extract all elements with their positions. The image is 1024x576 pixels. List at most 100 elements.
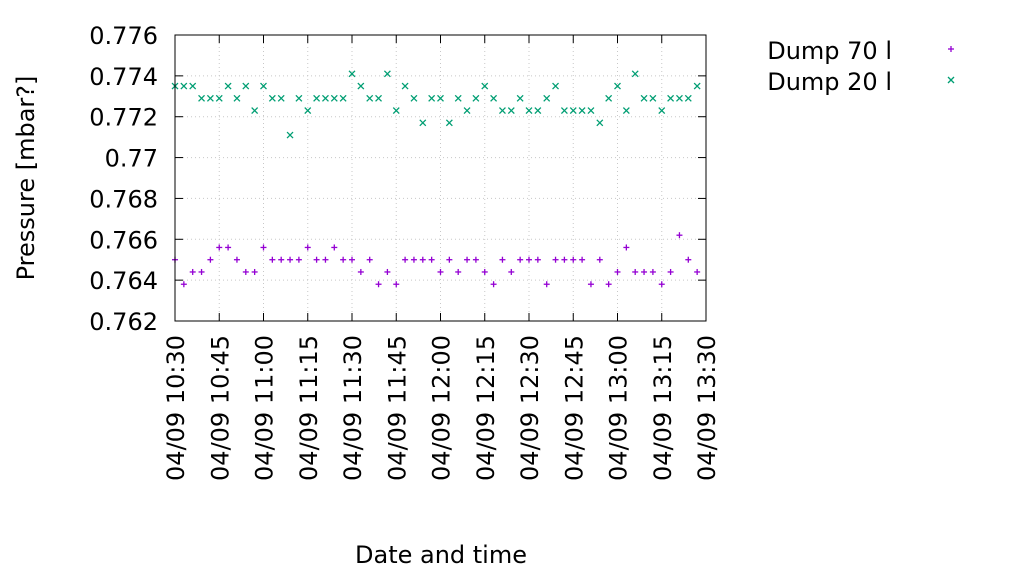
x-tick-label: 04/09 11:00 (251, 335, 279, 481)
dump-20-point (649, 94, 657, 102)
dump-70-point (587, 281, 594, 288)
dump-20-point (242, 82, 250, 90)
dump-20-point (578, 107, 586, 115)
dump-20-point (286, 131, 294, 139)
dump-70-point (322, 256, 329, 263)
dump-70-point (269, 256, 276, 263)
legend-plus-icon (948, 46, 954, 52)
x-tick-label: 04/09 13:30 (693, 335, 721, 481)
x-tick-label: 04/09 12:00 (428, 335, 456, 481)
dump-70-point (340, 256, 347, 263)
dump-20-point (321, 94, 329, 102)
dump-70-point (384, 268, 391, 275)
dump-70-point (287, 256, 294, 263)
y-tick-label: 0.766 (89, 226, 158, 254)
dump-70-point (437, 268, 444, 275)
dump-20-point (596, 119, 604, 127)
dump-20-point (631, 70, 639, 78)
dump-70-point (614, 268, 621, 275)
dump-70-point (685, 256, 692, 263)
x-tick-label: 04/09 12:45 (560, 335, 588, 481)
y-tick-label: 0.768 (89, 185, 158, 213)
dump-20-point (525, 107, 533, 115)
dump-70-point (278, 256, 285, 263)
dump-70-point (260, 244, 267, 251)
dump-70-point (419, 256, 426, 263)
dump-20-point (667, 94, 675, 102)
dump-20-point (401, 82, 409, 90)
dump-70-point (552, 256, 559, 263)
x-tick-label: 04/09 13:00 (605, 335, 633, 481)
x-tick-labels: 04/09 10:30 04/09 10:45 04/09 11:00 04/09 1… (162, 335, 721, 481)
dump-70-point (180, 281, 187, 288)
dump-70-point (349, 256, 355, 263)
dump-20-point (507, 107, 515, 115)
dump-20-point (206, 94, 214, 102)
dump-20-point (560, 107, 568, 115)
axis-ticks (174, 34, 707, 322)
y-tick-labels: 0.762 0.764 0.766 0.768 0.77 0.772 0.774 0.776 (89, 22, 158, 336)
dump-70-point (658, 281, 665, 288)
dump-70-point (605, 281, 612, 288)
dump-70-point (596, 256, 603, 263)
dump-20-point (658, 107, 666, 115)
x-tick-label: 04/09 12:30 (516, 335, 544, 481)
dump-70-point (446, 256, 453, 263)
x-tick-label: 04/09 10:45 (206, 335, 234, 481)
dump-20-point (614, 82, 621, 90)
dump-70-point (207, 256, 214, 263)
dump-20-point (569, 107, 577, 115)
dump-20-point (268, 94, 276, 102)
dump-20-point (392, 107, 400, 115)
dump-20-point (490, 94, 498, 102)
dump-70-point (198, 268, 205, 275)
y-axis-title: Pressure [mbar?] (12, 76, 40, 281)
dump-20-point (277, 94, 285, 102)
dump-70-point (357, 268, 364, 275)
dump-70-point (676, 232, 683, 239)
dump-70-point (526, 256, 532, 263)
y-tick-label: 0.772 (89, 104, 158, 132)
grid-lines (175, 35, 706, 321)
dump-70-point (517, 256, 524, 263)
dump-20-point (445, 119, 453, 127)
dump-20-point (260, 82, 267, 90)
dump-70-point (189, 268, 196, 275)
dump-20-point (348, 70, 356, 78)
dump-20-point (189, 82, 197, 90)
dump-20-point (410, 94, 418, 102)
dump-20-point (251, 107, 259, 115)
dump-20-point (295, 94, 303, 102)
dump-20-point (198, 94, 206, 102)
dump-70-point (499, 256, 506, 263)
dump-70-point (490, 281, 497, 288)
dump-70-point (632, 268, 639, 275)
dump-20-point (339, 94, 347, 102)
dump-20-point (640, 94, 648, 102)
dump-70-point (233, 256, 240, 263)
x-axis-title: Date and time (355, 541, 527, 569)
y-tick-label: 0.774 (89, 63, 158, 91)
data-points (171, 70, 701, 288)
dump-70-point (623, 244, 630, 251)
dump-70-point (304, 244, 311, 251)
dump-70-point (472, 256, 479, 263)
dump-20-point (534, 107, 542, 115)
dump-70-point (295, 256, 302, 263)
dump-20-point (428, 94, 436, 102)
dump-70-point (641, 268, 648, 275)
legend-cross-icon (947, 76, 955, 84)
dump-70-point (366, 256, 373, 263)
dump-70-point (402, 256, 409, 263)
dump-70-point (694, 268, 701, 275)
legend-marker-dump-20 (947, 76, 955, 84)
dump-70-point (561, 256, 568, 263)
dump-20-point (463, 107, 471, 115)
dump-70-point (313, 256, 320, 263)
dump-70-point (225, 244, 232, 251)
dump-70-point (428, 256, 435, 263)
dump-20-point (516, 94, 524, 102)
dump-20-point (375, 94, 383, 102)
dump-20-point (383, 70, 391, 78)
dump-20-point (419, 119, 427, 127)
